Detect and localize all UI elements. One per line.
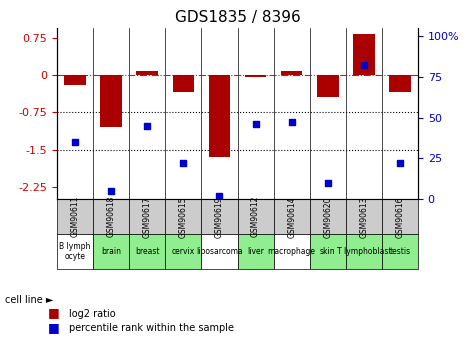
Text: GSM90613: GSM90613 bbox=[360, 196, 368, 237]
Point bbox=[107, 188, 115, 194]
Bar bbox=[201, 234, 238, 269]
Bar bbox=[346, 234, 382, 269]
Bar bbox=[310, 199, 346, 234]
Point bbox=[360, 62, 368, 68]
Bar bbox=[136, 71, 158, 75]
Text: GSM90614: GSM90614 bbox=[287, 196, 296, 237]
Point bbox=[216, 193, 223, 199]
Text: ■: ■ bbox=[48, 306, 59, 319]
Text: liposarcoma: liposarcoma bbox=[196, 247, 243, 256]
Bar bbox=[353, 34, 375, 75]
Bar bbox=[389, 75, 411, 92]
Bar bbox=[93, 234, 129, 269]
Bar bbox=[245, 75, 266, 77]
Bar bbox=[238, 234, 274, 269]
Bar bbox=[274, 234, 310, 269]
Point bbox=[396, 160, 404, 166]
Text: cell line ►: cell line ► bbox=[5, 295, 53, 305]
Text: GSM90618: GSM90618 bbox=[107, 196, 115, 237]
Bar bbox=[310, 234, 346, 269]
Point bbox=[143, 123, 151, 128]
Bar bbox=[165, 199, 201, 234]
Text: macrophage: macrophage bbox=[267, 247, 316, 256]
Bar bbox=[317, 75, 339, 97]
Bar bbox=[64, 75, 86, 85]
Bar bbox=[382, 234, 418, 269]
Text: percentile rank within the sample: percentile rank within the sample bbox=[69, 323, 234, 333]
Point bbox=[252, 121, 259, 127]
Bar bbox=[209, 75, 230, 157]
Bar bbox=[129, 199, 165, 234]
Bar bbox=[238, 199, 274, 234]
Text: GSM90612: GSM90612 bbox=[251, 196, 260, 237]
Bar bbox=[201, 199, 238, 234]
Text: GSM90620: GSM90620 bbox=[323, 196, 332, 237]
Text: skin: skin bbox=[320, 247, 335, 256]
Bar bbox=[281, 71, 303, 75]
Bar bbox=[57, 234, 93, 269]
Point bbox=[180, 160, 187, 166]
Text: ■: ■ bbox=[48, 321, 59, 334]
Bar bbox=[274, 199, 310, 234]
Bar bbox=[100, 75, 122, 127]
Bar bbox=[382, 199, 418, 234]
Text: GSM90615: GSM90615 bbox=[179, 196, 188, 237]
Text: T lymphoblast: T lymphoblast bbox=[337, 247, 391, 256]
Bar bbox=[165, 234, 201, 269]
Text: GSM90611: GSM90611 bbox=[71, 196, 79, 237]
Bar bbox=[129, 234, 165, 269]
Text: brain: brain bbox=[101, 247, 121, 256]
Bar bbox=[93, 199, 129, 234]
Text: GSM90616: GSM90616 bbox=[396, 196, 404, 237]
Text: GSM90617: GSM90617 bbox=[143, 196, 152, 237]
Point bbox=[288, 120, 295, 125]
Text: B lymph
ocyte: B lymph ocyte bbox=[59, 242, 91, 262]
Point bbox=[71, 139, 79, 145]
Bar bbox=[57, 199, 93, 234]
Text: log2 ratio: log2 ratio bbox=[69, 309, 115, 319]
Title: GDS1835 / 8396: GDS1835 / 8396 bbox=[175, 10, 300, 25]
Text: GSM90619: GSM90619 bbox=[215, 196, 224, 237]
Bar bbox=[172, 75, 194, 92]
Text: cervix: cervix bbox=[172, 247, 195, 256]
Text: liver: liver bbox=[247, 247, 264, 256]
Text: testis: testis bbox=[390, 247, 410, 256]
Bar bbox=[346, 199, 382, 234]
Text: breast: breast bbox=[135, 247, 160, 256]
Point bbox=[324, 180, 332, 186]
